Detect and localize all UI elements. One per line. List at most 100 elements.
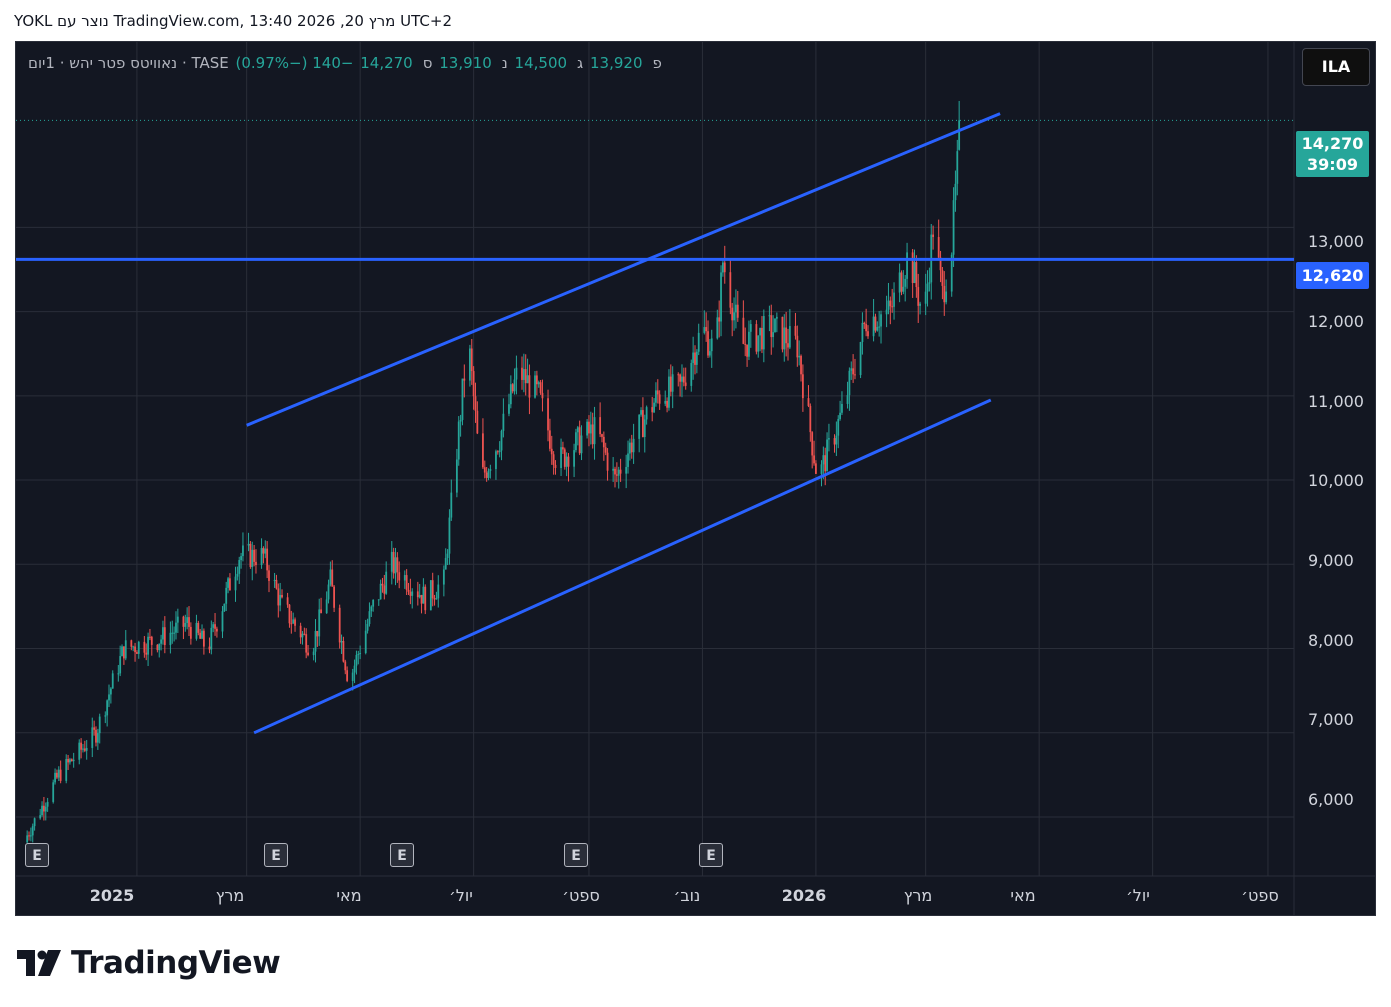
candle-body: [455, 459, 458, 493]
candle-body: [548, 430, 551, 449]
candle-body: [288, 604, 291, 624]
candle-body: [509, 384, 512, 405]
candle-body: [859, 341, 862, 376]
candle-body: [508, 404, 510, 414]
candle-body: [247, 543, 250, 546]
candle-body: [794, 326, 797, 336]
candle-body: [550, 448, 553, 455]
candle-body: [913, 262, 916, 284]
candle-body: [820, 464, 823, 474]
candle-body: [515, 367, 518, 380]
candle-body: [563, 449, 566, 467]
candle-body: [576, 427, 579, 433]
candle-body: [770, 315, 773, 338]
candle-body: [783, 327, 786, 350]
legend-close-label: ס: [422, 54, 433, 72]
candle-body: [344, 661, 347, 671]
x-tick-label: ספט׳: [562, 886, 600, 905]
candle-body: [950, 254, 953, 292]
candle-body: [500, 430, 503, 451]
candle-body: [260, 548, 263, 566]
candle-body: [854, 374, 856, 376]
candle-body: [902, 286, 905, 292]
candle-body: [409, 591, 412, 596]
candle-body: [837, 418, 840, 436]
candle-body: [91, 727, 94, 748]
candle-body: [941, 270, 944, 286]
earnings-marker[interactable]: E: [264, 843, 288, 867]
candle-body: [351, 672, 354, 681]
candle-body: [208, 646, 211, 650]
y-tick-label: 10,000: [1308, 471, 1364, 490]
chart-panel[interactable]: [15, 41, 1376, 916]
candle-body: [54, 772, 56, 783]
earnings-marker[interactable]: E: [390, 843, 414, 867]
candle-body: [718, 317, 721, 322]
candle-body: [301, 633, 304, 638]
candle-body: [216, 628, 218, 632]
earnings-marker[interactable]: E: [25, 843, 49, 867]
candle-body: [96, 733, 99, 743]
candle-body: [275, 579, 278, 589]
candle-body: [664, 400, 667, 404]
candle-body: [575, 432, 577, 451]
candle-body: [156, 644, 159, 651]
candle-body: [33, 818, 36, 827]
candle-body: [121, 646, 123, 657]
candle-body: [377, 599, 380, 601]
candle-body: [833, 438, 836, 445]
candle-body: [327, 584, 330, 600]
candle-body: [31, 826, 34, 836]
candle-body: [720, 272, 722, 322]
candle-body: [59, 769, 62, 781]
candle-body: [188, 617, 190, 627]
candle-body: [381, 583, 384, 586]
earnings-marker[interactable]: E: [699, 843, 723, 867]
candle-body: [262, 548, 265, 554]
candle-body: [227, 578, 229, 588]
candle-body: [392, 551, 395, 574]
candle-body: [904, 278, 907, 287]
candle-body: [223, 603, 226, 612]
candle-body: [630, 442, 633, 453]
candle-body: [560, 447, 562, 468]
candle-body: [697, 332, 700, 352]
candle-body: [939, 257, 942, 271]
candle-body: [279, 594, 282, 606]
candle-body: [416, 591, 419, 598]
candle-body: [878, 326, 881, 328]
candle-body: [431, 580, 434, 599]
candle-body: [511, 384, 514, 392]
candle-body: [735, 304, 737, 313]
candle-body: [197, 622, 200, 633]
candle-body: [604, 447, 607, 453]
candle-body: [29, 835, 32, 837]
candle-body: [109, 688, 112, 695]
candle-body: [891, 306, 894, 308]
currency-button[interactable]: ILA: [1302, 48, 1370, 86]
candle-body: [134, 646, 136, 653]
tradingview-logo[interactable]: TradingView: [17, 945, 281, 981]
legend-open-label: פ: [652, 54, 662, 72]
candle-body: [707, 331, 709, 356]
candle-body: [368, 611, 371, 625]
candle-body: [655, 390, 657, 403]
candle-body: [470, 348, 473, 372]
candle-body: [253, 549, 256, 562]
candle-body: [370, 606, 373, 612]
candle-body: [65, 759, 68, 781]
candle-body: [364, 630, 367, 654]
candle-body: [958, 120, 961, 150]
candle-body: [729, 272, 732, 308]
candle-body: [811, 432, 814, 456]
candle-body: [645, 407, 648, 420]
candle-body: [539, 382, 542, 393]
candle-body: [85, 747, 88, 751]
candle-body: [236, 573, 239, 577]
earnings-marker[interactable]: E: [564, 843, 588, 867]
candle-body: [418, 595, 421, 598]
candle-body: [420, 595, 423, 604]
candle-body: [534, 375, 536, 398]
candle-body: [359, 653, 362, 655]
